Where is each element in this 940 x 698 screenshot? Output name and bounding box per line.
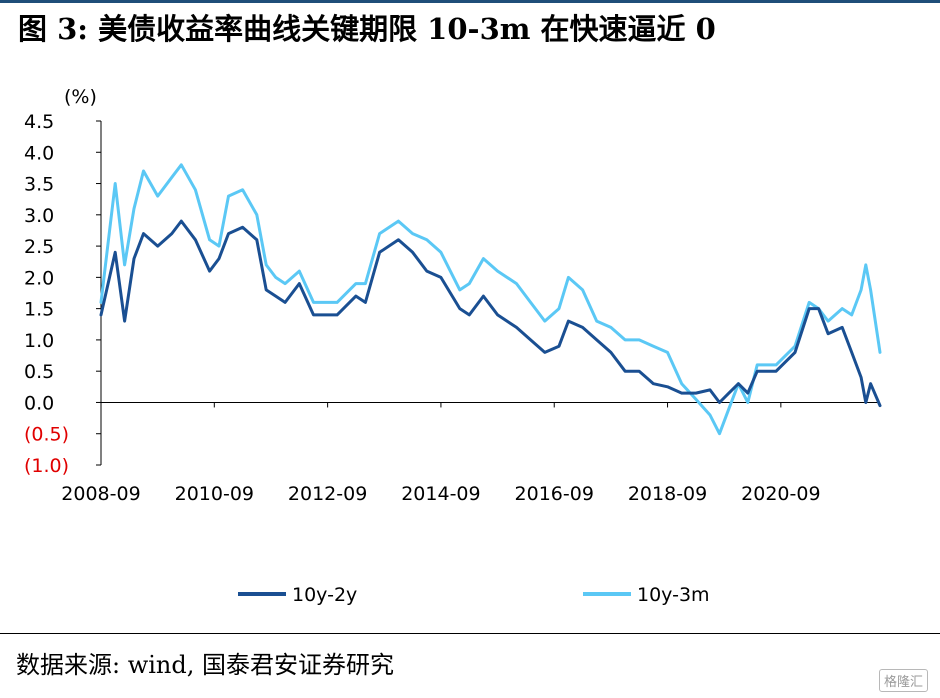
y-tick-label: 1.5 <box>24 299 54 321</box>
x-tick-label: 2018-09 <box>628 483 707 505</box>
figure-title: 图 3: 美债收益率曲线关键期限 10-3m 在快速逼近 0 <box>18 12 716 46</box>
y-axis-label: (%) <box>64 86 97 108</box>
x-tick-label: 2020-09 <box>741 483 820 505</box>
y-tick-label: 0.0 <box>24 392 54 414</box>
line-chart: (%) 4.5 4.0 3.5 3.0 2.5 2.0 1.5 1.0 0.5 0.0 (0.5) (… <box>24 86 882 606</box>
y-tick-label: 3.5 <box>24 174 54 196</box>
top-rule <box>0 0 940 3</box>
y-tick-label: (1.0) <box>24 455 69 477</box>
x-tick-label: 2008-09 <box>61 483 140 505</box>
watermark-logo: 格隆汇 <box>878 669 928 692</box>
y-tick-label: 4.0 <box>24 142 54 164</box>
y-tick-label: 4.5 <box>24 111 54 133</box>
legend-label: 10y-3m <box>637 584 710 606</box>
source-divider <box>0 633 940 634</box>
y-tick-label: 0.5 <box>24 361 54 383</box>
series-line-10y-2y <box>99 219 882 408</box>
y-tick-label: 3.0 <box>24 205 54 227</box>
x-tick-label: 2016-09 <box>515 483 594 505</box>
series-layer <box>99 163 882 436</box>
y-tick-label: 2.5 <box>24 236 54 258</box>
legend-label: 10y-2y <box>292 584 357 606</box>
y-tick-label: 1.0 <box>24 330 54 352</box>
x-tick-label: 2010-09 <box>175 483 254 505</box>
x-tick-label: 2014-09 <box>401 483 480 505</box>
y-tick-label: 2.0 <box>24 267 54 289</box>
series-line-10y-3m <box>99 163 882 436</box>
y-axis: 4.5 4.0 3.5 3.0 2.5 2.0 1.5 1.0 0.5 0.0 (0.5) (1.0) <box>24 111 102 477</box>
legend: 10y-2y 10y-3m <box>238 584 710 606</box>
x-tick-label: 2012-09 <box>288 483 367 505</box>
y-tick-label: (0.5) <box>24 424 69 446</box>
source-note: 数据来源: wind, 国泰君安证券研究 <box>16 651 395 679</box>
x-axis: 2008-09 2010-09 2012-09 2014-09 2016-09 2018-… <box>61 401 880 505</box>
